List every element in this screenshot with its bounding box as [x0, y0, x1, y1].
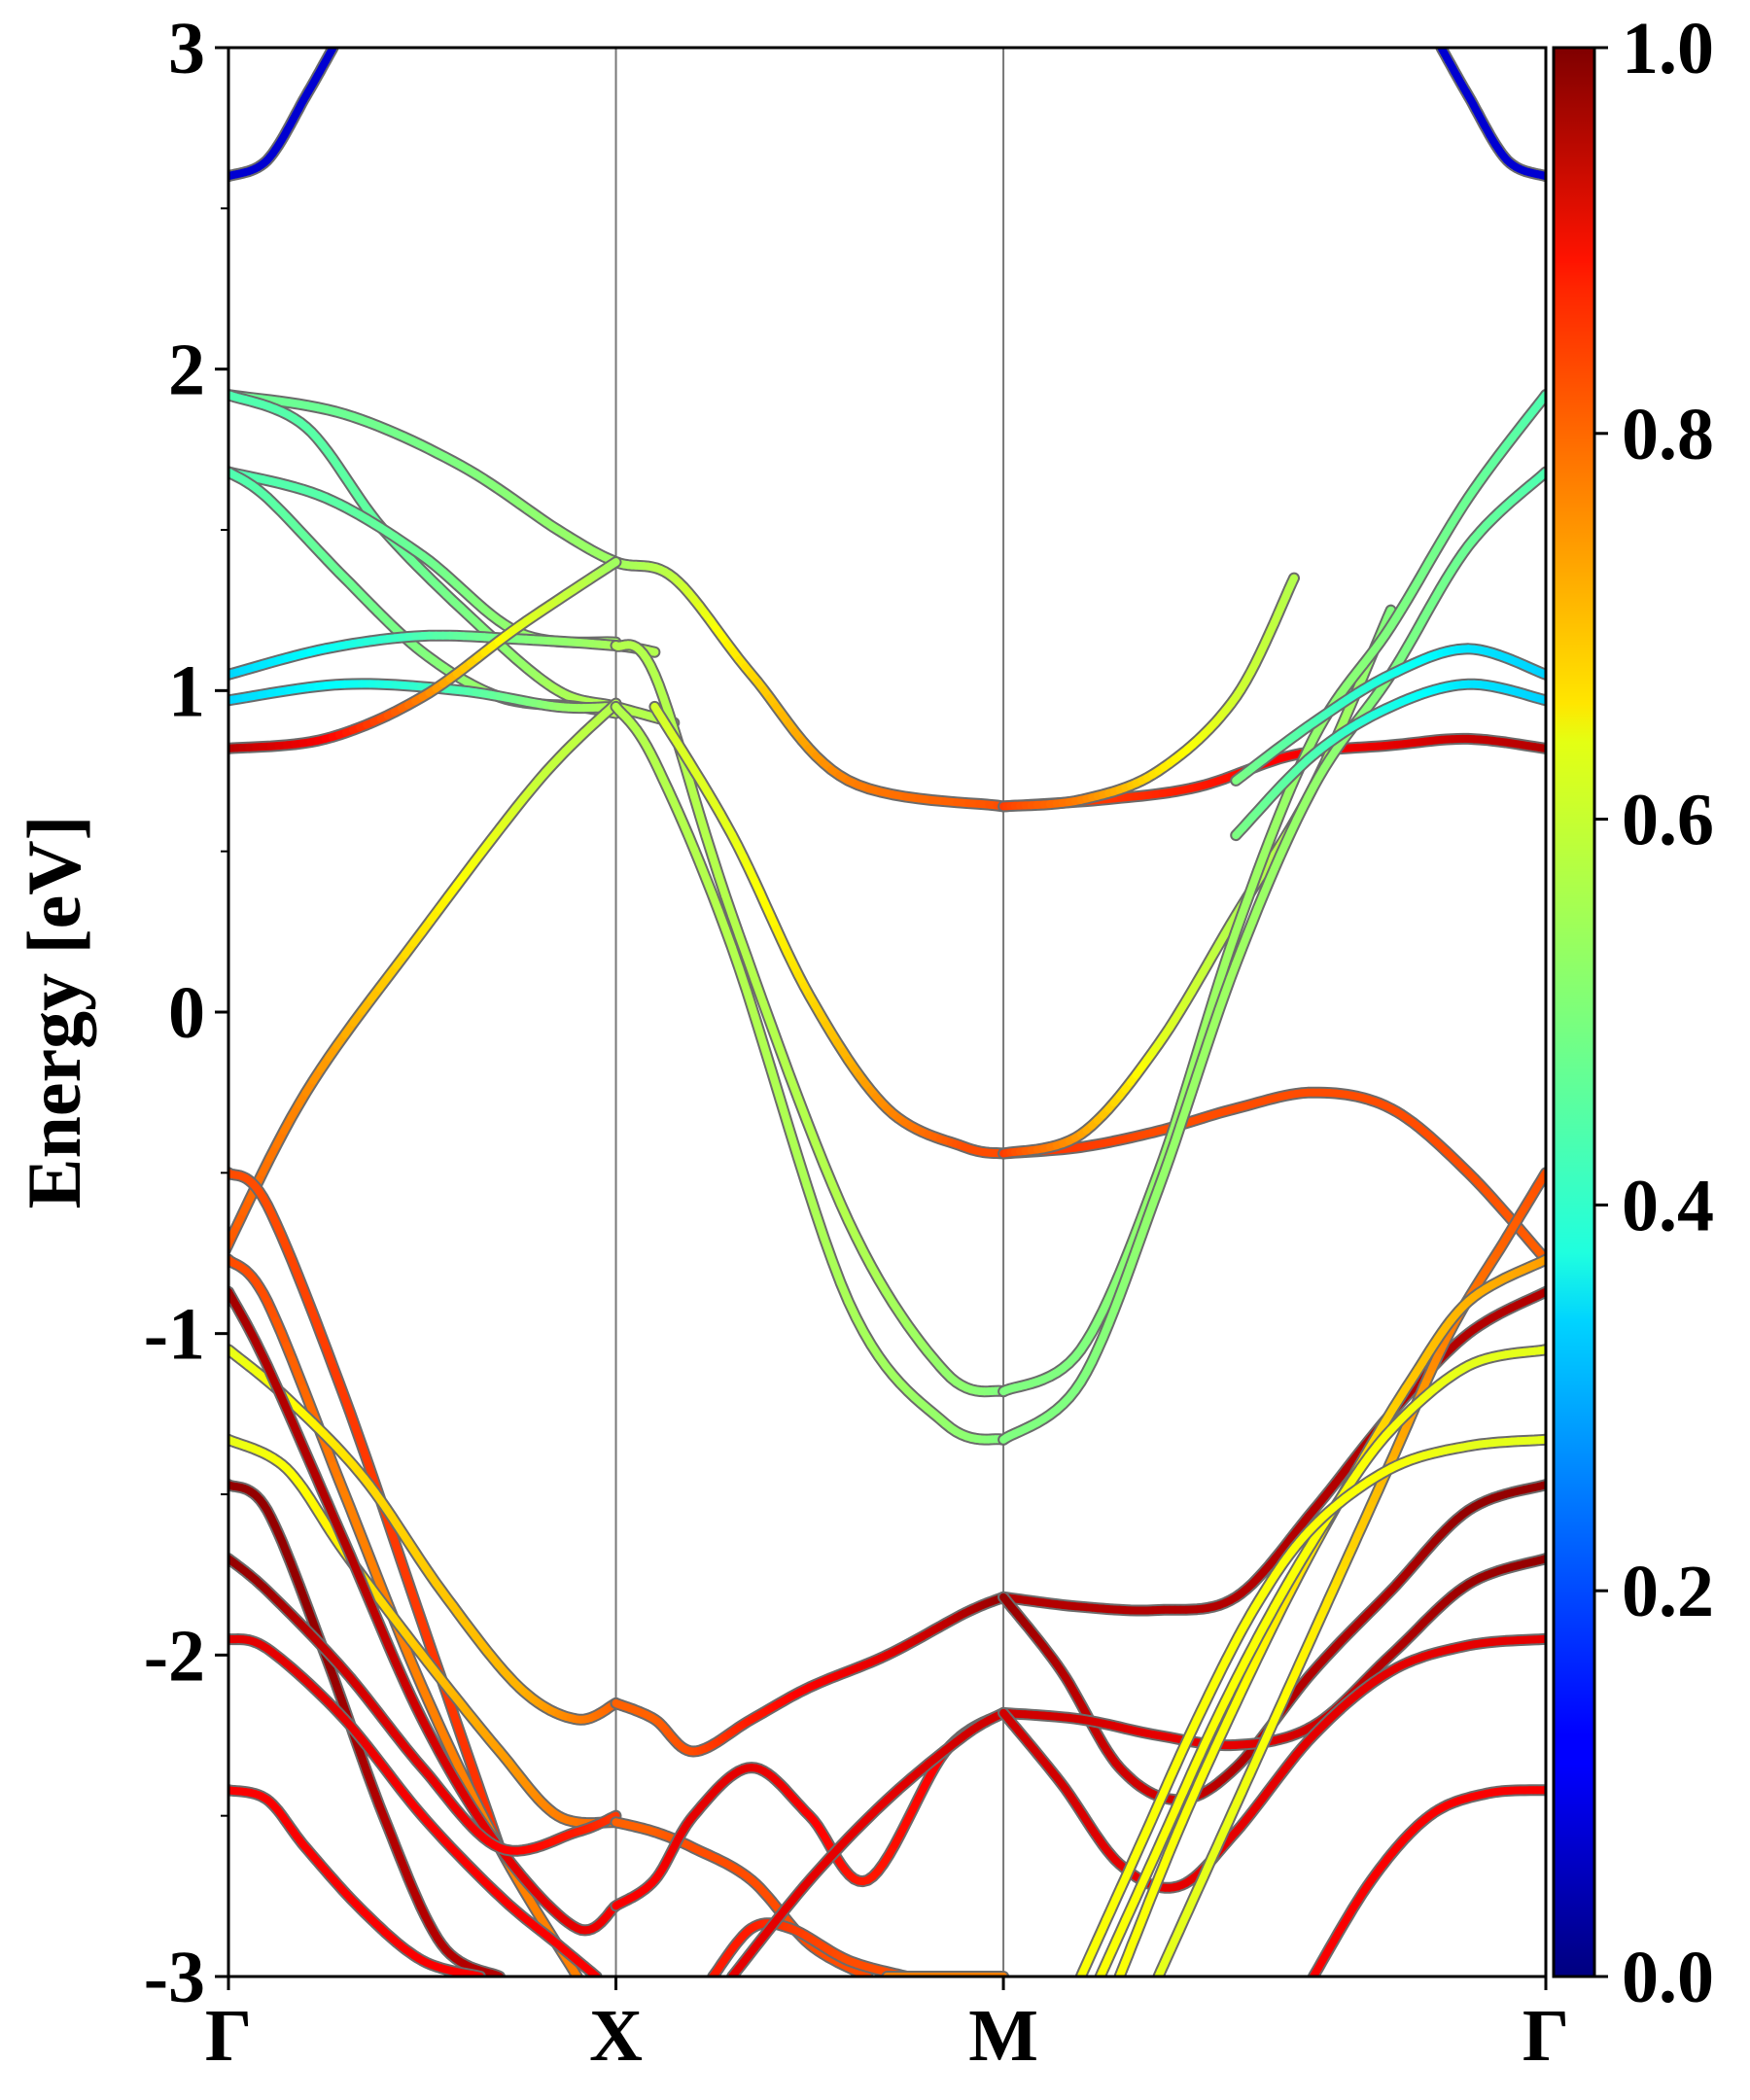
colorbar: 0.0 0.2 0.4 0.6 0.8 1.0 [1552, 8, 1714, 2018]
band-segment [767, 1067, 785, 1104]
band-segment [611, 1811, 620, 1821]
high-symmetry-gridlines [614, 48, 1005, 1977]
band-segment [785, 1069, 802, 1102]
y-axis-title: Energy [eV] [12, 815, 96, 1208]
band-segment [1287, 574, 1298, 587]
band-1 [1435, 48, 1546, 183]
band-9 [221, 697, 622, 1260]
band-0 [228, 48, 339, 183]
y-tick-label: -1 [144, 1294, 205, 1376]
band-39 [1307, 1784, 1546, 1977]
x-tick-label: M [968, 1995, 1038, 2077]
colorbar-tick-label: 0.2 [1622, 1551, 1714, 1632]
band-segment [811, 1208, 828, 1242]
colorbar-tick-label: 1.0 [1622, 8, 1714, 89]
band-segment [743, 987, 759, 1021]
y-tick-label: 2 [168, 330, 205, 411]
y-axis: -3 -2 -1 0 1 2 3 [144, 8, 228, 2018]
band-segment [751, 975, 767, 1007]
band-43 [1074, 1433, 1546, 1977]
band-segment [1383, 606, 1395, 622]
band-segment [758, 998, 776, 1031]
band-21 [1230, 678, 1546, 842]
band-segment [758, 1039, 776, 1075]
band-outline [1113, 1253, 1546, 1977]
band-segment [776, 1096, 793, 1133]
y-tick-label: -2 [144, 1615, 205, 1697]
band-5 [228, 466, 622, 719]
x-tick-label: X [589, 1995, 643, 2077]
band-segment [735, 964, 752, 996]
band-20 [1230, 643, 1546, 787]
band-segment [785, 1124, 802, 1162]
band-segment [608, 558, 620, 569]
band-outline [228, 466, 622, 719]
band-16 [998, 1086, 1546, 1266]
band-outline [726, 1706, 1010, 1977]
band-segment [767, 1022, 785, 1055]
band-outline [610, 700, 1010, 1446]
band-29 [228, 1784, 486, 1977]
band-outline [228, 697, 622, 1258]
y-tick-label: 3 [168, 8, 205, 89]
band-outline [228, 48, 339, 183]
band-28 [228, 1632, 603, 1977]
band-31 [610, 1816, 874, 1977]
colorbar-gradient [1552, 46, 1596, 1978]
colorbar-tick-label: 0.0 [1622, 1937, 1714, 2018]
band-outline [1435, 48, 1546, 183]
band-segment [221, 1253, 225, 1260]
band-15 [998, 572, 1300, 813]
band-segment [751, 1012, 767, 1048]
band-4 [228, 466, 622, 648]
band-12 [610, 700, 1010, 1446]
colorbar-tick-label: 0.6 [1622, 780, 1714, 861]
band-segment [802, 1116, 820, 1147]
band-38 [998, 1632, 1546, 1894]
band-13 [648, 700, 1010, 1160]
band-41 [1113, 1253, 1546, 1977]
colorbar-tick-label: 0.8 [1622, 394, 1714, 475]
band-outline [998, 1086, 1546, 1266]
colorbar-tick-label: 0.4 [1622, 1165, 1714, 1246]
y-tick-label: 1 [168, 650, 205, 732]
band-segment [793, 1153, 811, 1190]
band-lines [221, 48, 1546, 1977]
band-segment [802, 1181, 820, 1216]
band-8 [228, 556, 622, 754]
band-33 [707, 1917, 913, 1977]
band-40 [1152, 1167, 1546, 1977]
band-34 [726, 1706, 1010, 1977]
band-segment [776, 1046, 793, 1078]
band-segment [793, 1093, 811, 1125]
band-30 [610, 1591, 1010, 1758]
x-tick-label: Γ [205, 1995, 252, 2077]
band-19 [998, 466, 1546, 1446]
band-outline [998, 1632, 1546, 1894]
y-tick-label: -3 [144, 1937, 205, 2018]
band-27 [228, 1553, 622, 1857]
band-segment [820, 1234, 837, 1266]
band-25 [228, 1285, 622, 1937]
x-tick-label: Γ [1522, 1995, 1569, 2077]
band-segment [743, 953, 759, 984]
y-tick-label: 0 [168, 972, 205, 1054]
